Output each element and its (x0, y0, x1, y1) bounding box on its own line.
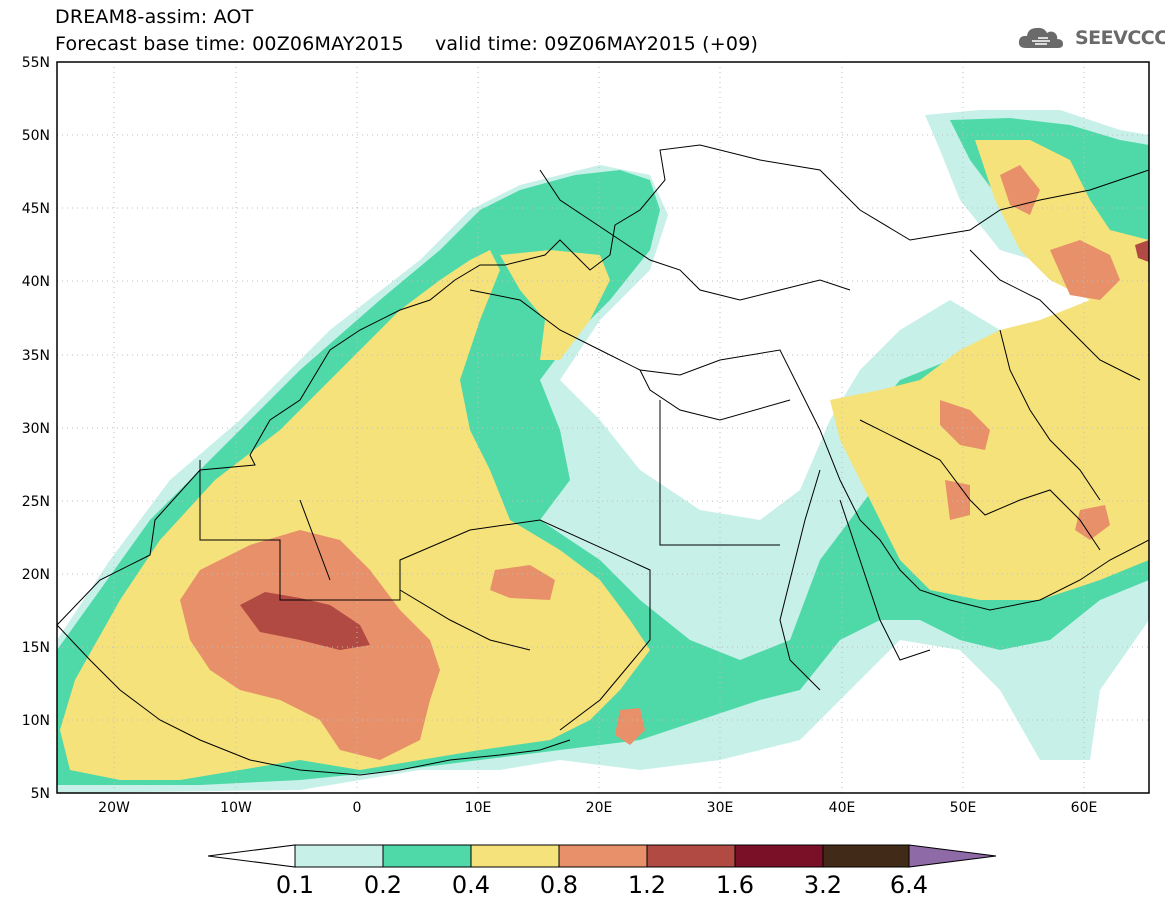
colorbar-arrow-high (908, 844, 997, 868)
aot-level-1.2-1.6 (240, 240, 1149, 650)
lat-label: 5N (31, 786, 50, 802)
lon-label: 30E (707, 800, 734, 816)
colorbar (207, 844, 997, 868)
lon-label: 50E (950, 800, 977, 816)
aot-level-0.8-1.2 (180, 165, 1120, 760)
colorbar-swatch-0.2-0.4 (382, 844, 472, 868)
colorbar-label: 1.6 (716, 871, 754, 899)
colorbar-swatch-1.6-3.2 (734, 844, 824, 868)
colorbar-label: 0.4 (452, 871, 490, 899)
lon-label: 10E (465, 800, 492, 816)
coastlines (57, 144, 1149, 776)
lat-label: 45N (22, 201, 50, 217)
seevccc-logo: SEEVCCC (1018, 24, 1165, 52)
latitude-labels: 55N 50N 45N 40N 35N 30N 25N 20N 15N 10N … (22, 55, 50, 802)
lat-label: 40N (22, 274, 50, 290)
colorbar-label: 3.2 (804, 871, 842, 899)
lon-label: 0 (353, 800, 362, 816)
lat-label: 20N (22, 567, 50, 583)
lon-label: 60E (1071, 800, 1098, 816)
colorbar-label: 0.8 (540, 871, 578, 899)
lon-label: 40E (829, 800, 856, 816)
lat-label: 30N (22, 421, 50, 437)
colorbar-swatch-1.2-1.6 (646, 844, 736, 868)
longitude-labels: 20W 10W 0 10E 20E 30E 40E 50E 60E (98, 800, 1097, 816)
lat-label: 25N (22, 494, 50, 510)
lat-label: 35N (22, 348, 50, 364)
logo-text: SEEVCCC (1075, 27, 1165, 49)
colorbar-labels: 0.1 0.2 0.4 0.8 1.2 1.6 3.2 6.4 (276, 871, 928, 899)
lat-label: 55N (22, 55, 50, 71)
aot-map-area (57, 62, 1149, 793)
colorbar-label: 0.2 (364, 871, 402, 899)
colorbar-label: 0.1 (276, 871, 314, 899)
base-time: Forecast base time: 00Z06MAY2015 (55, 33, 404, 55)
lon-label: 20W (98, 800, 130, 816)
lat-label: 10N (22, 713, 50, 729)
lon-label: 10W (220, 800, 252, 816)
map-frame (56, 61, 1150, 794)
cloud-icon (1018, 27, 1063, 48)
valid-time: valid time: 09Z06MAY2015 (+09) (434, 33, 759, 55)
lat-label: 15N (22, 640, 50, 656)
colorbar-label: 1.2 (628, 871, 666, 899)
colorbar-swatch-0.4-0.8 (470, 844, 560, 868)
colorbar-swatch-3.2-6.4 (822, 844, 910, 868)
colorbar-swatch-0.1-0.2 (294, 844, 384, 868)
colorbar-arrow-low (207, 844, 296, 868)
graticule (57, 62, 1149, 793)
map-title: DREAM8-assim: AOT (55, 6, 254, 28)
lon-label: 20E (586, 800, 613, 816)
lat-label: 50N (22, 128, 50, 144)
forecast-times: Forecast base time: 00Z06MAY2015 valid t… (55, 33, 758, 55)
colorbar-swatch-0.8-1.2 (558, 844, 648, 868)
colorbar-label: 6.4 (890, 871, 928, 899)
